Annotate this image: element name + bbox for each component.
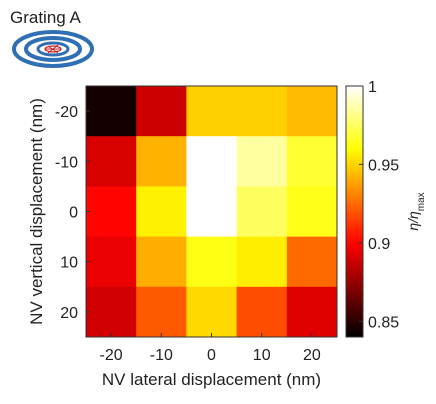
x-axis-label: NV lateral displacement (nm) (102, 370, 321, 389)
y-tick-label: -10 (55, 154, 78, 171)
heatmap-cell-r0-c1 (136, 86, 187, 137)
heatmap-cell-r0-c0 (86, 86, 137, 137)
x-tick-label: -10 (150, 347, 173, 364)
x-tick-label: 0 (207, 347, 216, 364)
heatmap-cell-r0-c4 (286, 86, 338, 137)
colorbar-tick-label: 1 (368, 79, 377, 96)
colorbar-tick-label: 0.85 (368, 314, 399, 331)
heatmap-cell-r2-c3 (236, 186, 288, 238)
x-tick-label: -20 (100, 347, 123, 364)
heatmap-cell-r1-c3 (236, 136, 288, 187)
y-tick-label: 10 (60, 255, 78, 272)
y-tick-label: 20 (60, 305, 78, 322)
heatmap-cell-r2-c1 (136, 186, 187, 238)
y-tick-label: 0 (69, 205, 78, 222)
heatmap-cell-r0-c3 (236, 86, 288, 137)
heatmap-cell-r4-c0 (86, 286, 137, 338)
heatmap-cell-r1-c0 (86, 136, 137, 187)
heatmap-cell-r4-c4 (286, 286, 338, 338)
heatmap-cell-r1-c4 (286, 136, 338, 187)
y-axis-label: NV vertical displacement (nm) (27, 98, 46, 325)
panel-title: Grating A (10, 8, 81, 27)
x-tick-label: 20 (303, 347, 321, 364)
colorbar-tick-label: 0.95 (368, 157, 399, 174)
heatmap-cell-r3-c3 (236, 236, 288, 288)
heatmap-cell-r4-c2 (186, 286, 238, 338)
heatmap-cell-r0-c2 (186, 86, 238, 137)
x-tick-label: 10 (253, 347, 271, 364)
heatmap-cell-r3-c0 (86, 236, 137, 288)
y-tick-label: -20 (55, 104, 78, 121)
heatmap-cell-r3-c2 (186, 236, 238, 288)
heatmap-cell-r1-c1 (136, 136, 187, 187)
heatmap-cell-r2-c4 (286, 186, 338, 238)
heatmap-cell-r2-c0 (86, 186, 137, 238)
heatmap-cell-r3-c4 (286, 236, 338, 288)
heatmap-cell-r4-c3 (236, 286, 288, 338)
heatmap-cell-r1-c2 (186, 136, 238, 187)
colorbar (345, 85, 364, 338)
heatmap-cell-r3-c1 (136, 236, 187, 288)
heatmap-cell-r4-c1 (136, 286, 187, 338)
colorbar-tick-label: 0.9 (368, 236, 390, 253)
colorbar-label: η/ηmax (405, 192, 427, 230)
concentric-grating-icon (12, 30, 94, 68)
heatmap-cell-r2-c2 (186, 186, 238, 238)
